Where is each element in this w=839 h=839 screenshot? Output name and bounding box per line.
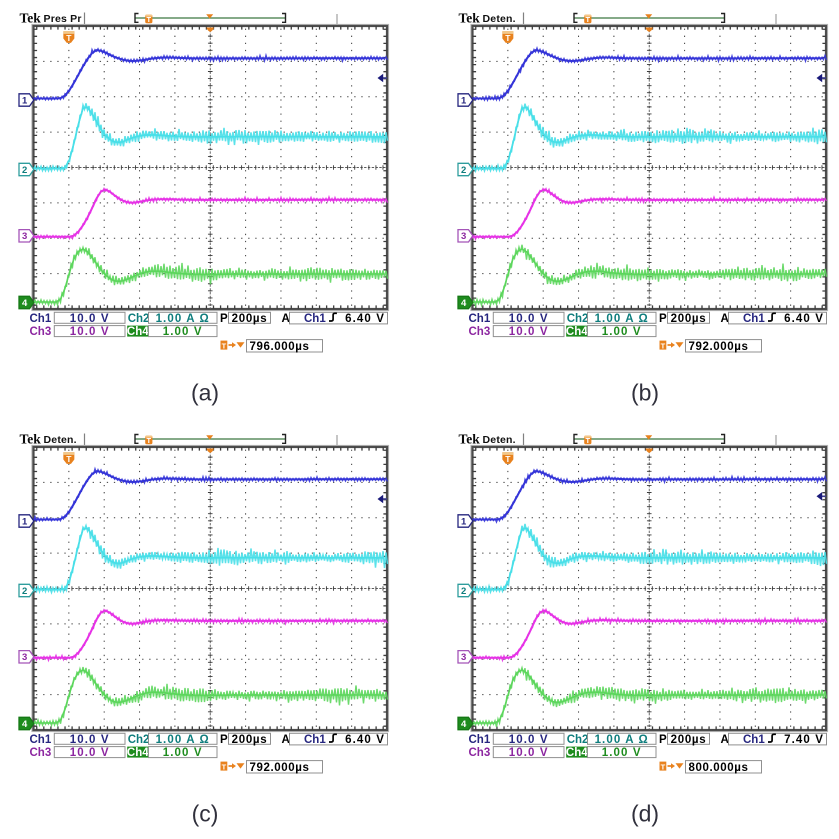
svg-text:10.0 V: 10.0 V bbox=[508, 734, 548, 746]
svg-text:T: T bbox=[505, 33, 511, 43]
svg-text:A: A bbox=[282, 734, 290, 746]
svg-text:3: 3 bbox=[460, 231, 465, 242]
svg-text:P: P bbox=[220, 734, 228, 746]
svg-text:792.000µs: 792.000µs bbox=[250, 762, 310, 774]
svg-text:3: 3 bbox=[22, 652, 27, 663]
svg-text:1.00 V: 1.00 V bbox=[601, 747, 641, 759]
svg-text:1: 1 bbox=[460, 95, 466, 106]
svg-text:P: P bbox=[220, 313, 228, 325]
svg-text:Tek: Tek bbox=[458, 11, 480, 26]
svg-text:T: T bbox=[585, 15, 590, 24]
svg-text:Ch4: Ch4 bbox=[565, 747, 587, 759]
svg-text:6.40 V: 6.40 V bbox=[345, 734, 385, 746]
svg-text:Ch3: Ch3 bbox=[468, 326, 490, 338]
svg-text:Ch4: Ch4 bbox=[127, 326, 149, 338]
svg-text:3: 3 bbox=[22, 231, 27, 242]
svg-text:A: A bbox=[720, 313, 728, 325]
svg-text:800.000µs: 800.000µs bbox=[688, 762, 748, 774]
svg-text:Ch1: Ch1 bbox=[468, 734, 490, 746]
svg-text:T: T bbox=[66, 33, 72, 43]
svg-text:Ch1: Ch1 bbox=[743, 313, 765, 325]
svg-text:10.0 V: 10.0 V bbox=[70, 747, 110, 759]
svg-text:T: T bbox=[66, 454, 72, 464]
svg-text:1.00 A Ω: 1.00 A Ω bbox=[156, 313, 210, 325]
svg-text:Ch1: Ch1 bbox=[743, 734, 765, 746]
svg-text:200µs: 200µs bbox=[670, 734, 706, 746]
svg-text:2: 2 bbox=[22, 586, 27, 597]
svg-text:T: T bbox=[505, 454, 511, 464]
svg-text:Ch3: Ch3 bbox=[468, 747, 490, 759]
svg-text:Ch1: Ch1 bbox=[468, 313, 490, 325]
svg-text:P: P bbox=[659, 734, 667, 746]
svg-text:A: A bbox=[282, 313, 290, 325]
svg-text:2: 2 bbox=[22, 165, 27, 176]
svg-text:1.00 V: 1.00 V bbox=[163, 747, 203, 759]
svg-text:200µs: 200µs bbox=[232, 313, 268, 325]
svg-text:Ch4: Ch4 bbox=[565, 326, 587, 338]
svg-text:4: 4 bbox=[22, 298, 28, 309]
svg-text:T: T bbox=[147, 15, 152, 24]
svg-text:Deten.: Deten. bbox=[44, 434, 77, 446]
svg-text:10.0 V: 10.0 V bbox=[508, 747, 548, 759]
svg-text:Pres Pr: Pres Pr bbox=[44, 13, 82, 25]
svg-text:10.0 V: 10.0 V bbox=[508, 326, 548, 338]
svg-text:1.00 A Ω: 1.00 A Ω bbox=[594, 734, 648, 746]
svg-text:1: 1 bbox=[22, 517, 28, 528]
svg-text:4: 4 bbox=[460, 719, 466, 730]
svg-text:Ch4: Ch4 bbox=[127, 747, 149, 759]
svg-text:2: 2 bbox=[460, 165, 465, 176]
svg-text:Tek: Tek bbox=[20, 11, 42, 26]
svg-text:T: T bbox=[585, 436, 590, 445]
svg-text:T: T bbox=[222, 763, 227, 772]
svg-text:6.40 V: 6.40 V bbox=[784, 313, 824, 325]
svg-text:P: P bbox=[659, 313, 667, 325]
svg-text:Ch3: Ch3 bbox=[30, 326, 52, 338]
svg-text:3: 3 bbox=[460, 652, 465, 663]
svg-text:T: T bbox=[660, 341, 665, 350]
svg-text:Ch3: Ch3 bbox=[30, 747, 52, 759]
svg-text:T: T bbox=[222, 341, 227, 350]
svg-text:792.000µs: 792.000µs bbox=[688, 341, 748, 353]
svg-text:1.00 V: 1.00 V bbox=[163, 326, 203, 338]
svg-text:200µs: 200µs bbox=[232, 734, 268, 746]
svg-text:Ch2: Ch2 bbox=[566, 313, 588, 325]
svg-text:Ch1: Ch1 bbox=[304, 313, 326, 325]
svg-text:Deten.: Deten. bbox=[482, 13, 515, 25]
svg-text:2: 2 bbox=[460, 586, 465, 597]
svg-text:Ch1: Ch1 bbox=[30, 734, 52, 746]
svg-text:10.0 V: 10.0 V bbox=[70, 313, 110, 325]
svg-text:1: 1 bbox=[460, 517, 466, 528]
svg-text:10.0 V: 10.0 V bbox=[70, 326, 110, 338]
svg-text:Ch1: Ch1 bbox=[30, 313, 52, 325]
svg-text:7.40 V: 7.40 V bbox=[784, 734, 824, 746]
svg-text:Tek: Tek bbox=[458, 432, 480, 447]
svg-text:1.00 A Ω: 1.00 A Ω bbox=[594, 313, 648, 325]
svg-text:Ch2: Ch2 bbox=[128, 313, 150, 325]
svg-text:10.0 V: 10.0 V bbox=[508, 313, 548, 325]
svg-text:Deten.: Deten. bbox=[482, 434, 515, 446]
svg-text:Tek: Tek bbox=[20, 432, 42, 447]
svg-text:6.40 V: 6.40 V bbox=[345, 313, 385, 325]
svg-text:1: 1 bbox=[22, 95, 28, 106]
svg-text:Ch1: Ch1 bbox=[304, 734, 326, 746]
svg-text:Ch2: Ch2 bbox=[128, 734, 150, 746]
svg-text:10.0 V: 10.0 V bbox=[70, 734, 110, 746]
svg-text:4: 4 bbox=[22, 719, 28, 730]
svg-text:T: T bbox=[660, 763, 665, 772]
svg-text:A: A bbox=[720, 734, 728, 746]
svg-text:1.00 V: 1.00 V bbox=[601, 326, 641, 338]
svg-text:200µs: 200µs bbox=[670, 313, 706, 325]
svg-text:1.00 A Ω: 1.00 A Ω bbox=[156, 734, 210, 746]
svg-text:T: T bbox=[147, 436, 152, 445]
svg-text:4: 4 bbox=[460, 298, 466, 309]
svg-text:Ch2: Ch2 bbox=[566, 734, 588, 746]
svg-text:796.000µs: 796.000µs bbox=[250, 341, 310, 353]
